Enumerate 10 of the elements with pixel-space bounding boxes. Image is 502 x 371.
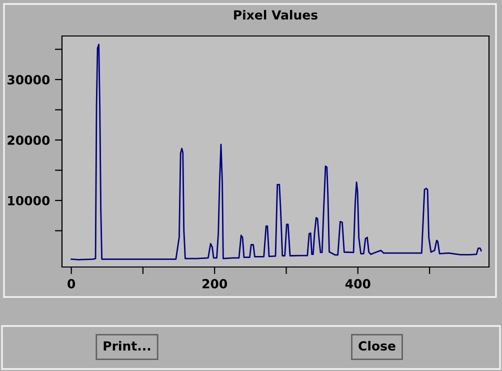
line-series: [70, 44, 482, 260]
y-tick-label: 10000: [8, 196, 50, 206]
y-tick-label: 20000: [8, 135, 50, 145]
text: Print...: [104, 340, 150, 350]
y-tick-label: 30000: [8, 75, 50, 84]
x-tick-label: 400: [345, 279, 370, 288]
text: Close: [358, 340, 396, 351]
x-tick-label: 0: [68, 279, 76, 288]
x-tick-label: 200: [202, 279, 228, 288]
chart-title: Pixel Values: [234, 10, 318, 20]
